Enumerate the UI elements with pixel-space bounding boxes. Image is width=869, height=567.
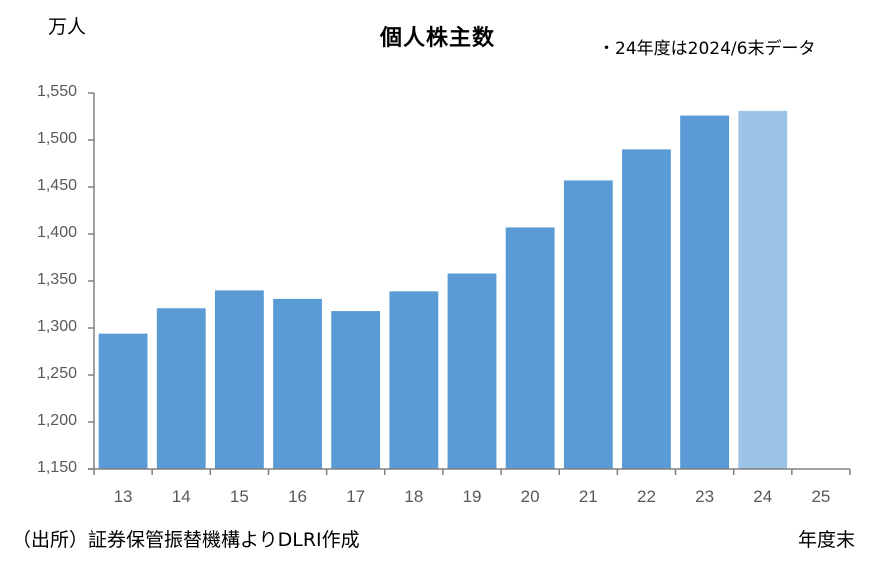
bar-19 <box>447 273 497 469</box>
bar-24 <box>738 110 788 470</box>
chart-title: 個人株主数 <box>380 26 496 51</box>
bar-13 <box>98 333 148 469</box>
source-note: （出所）証券保管振替機構よりDLRI作成 <box>12 529 360 551</box>
y-tick-label: 1,450 <box>36 177 77 194</box>
y-tick-label: 1,300 <box>36 318 77 335</box>
y-axis-unit-label: 万人 <box>48 16 87 38</box>
bar-23 <box>680 115 730 469</box>
x-tick-label: 18 <box>404 487 424 506</box>
y-tick-label: 1,400 <box>36 224 77 241</box>
bar-20 <box>505 227 555 469</box>
y-tick-label: 1,550 <box>36 83 77 100</box>
bar-18 <box>389 291 439 469</box>
x-tick-label: 22 <box>636 487 656 506</box>
data-note: ・24年度は2024/6末データ <box>598 39 816 59</box>
x-tick-label: 23 <box>695 487 715 506</box>
y-tick-label: 1,250 <box>36 365 77 382</box>
x-tick-label: 25 <box>811 487 831 506</box>
y-tick-label: 1,150 <box>36 459 77 476</box>
x-tick-label: 15 <box>229 487 249 506</box>
x-tick-label: 21 <box>578 487 598 506</box>
x-tick-label: 17 <box>346 487 366 506</box>
bar-17 <box>331 311 381 469</box>
bar-14 <box>156 308 206 469</box>
x-axis-unit-label: 年度末 <box>797 529 855 551</box>
bar-16 <box>273 298 322 469</box>
y-tick-label: 1,500 <box>36 130 77 147</box>
x-tick-label: 19 <box>462 487 482 506</box>
x-tick-label: 20 <box>520 487 540 506</box>
bar-22 <box>622 149 671 469</box>
x-tick-label: 16 <box>288 487 307 506</box>
bar-21 <box>563 180 613 470</box>
bar-15 <box>214 290 264 469</box>
y-tick-label: 1,200 <box>36 412 77 429</box>
y-tick-label: 1,350 <box>36 271 77 288</box>
x-tick-label: 24 <box>753 487 773 506</box>
x-tick-label: 13 <box>113 487 133 506</box>
x-tick-label: 14 <box>171 487 191 506</box>
